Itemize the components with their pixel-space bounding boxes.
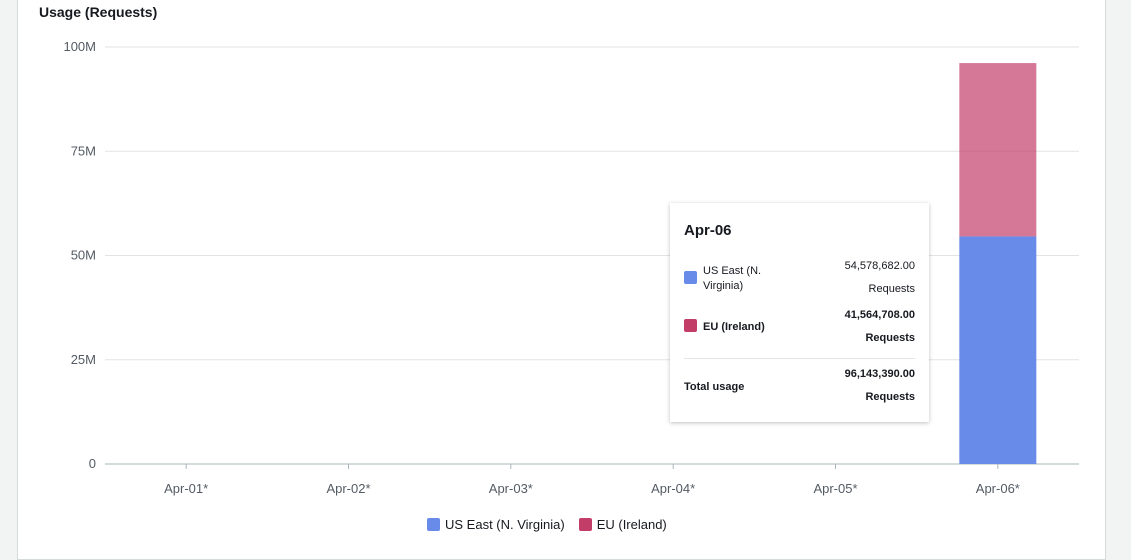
usage-chart: 0 25M 50M 75M 100M Apr-01* Apr-02* Apr-03* Apr-0… [63, 39, 1079, 496]
legend-item-us-east[interactable]: US East (N. Virginia) [427, 517, 565, 532]
y-tick-label: 50M [71, 248, 96, 263]
x-tick-label: Apr-04* [651, 481, 695, 496]
y-tick-label: 75M [71, 143, 96, 158]
tooltip-label: US East (N. Virginia) [703, 265, 762, 292]
legend-swatch [578, 518, 592, 531]
chart-legend: US East (N. Virginia) EU (Ireland) [427, 517, 667, 532]
eu-swatch [684, 319, 697, 332]
x-tick-label: Apr-05* [813, 481, 857, 496]
tooltip-label: EU (Ireland) [703, 321, 765, 333]
legend-label: EU (Ireland) [596, 517, 667, 532]
x-tick-label: Apr-01* [164, 481, 208, 496]
us-east-swatch [684, 271, 697, 284]
y-tick-label: 100M [63, 39, 96, 54]
tooltip-unit: Requests [868, 283, 915, 295]
tooltip-unit: Requests [865, 332, 915, 344]
chart-title: Usage (Requests) [39, 4, 158, 20]
y-tick-label: 0 [89, 456, 96, 471]
legend-item-eu[interactable]: EU (Ireland) [578, 517, 667, 532]
bar-segment [959, 63, 1037, 237]
chart-tooltip: Apr-06 US East (N. Virginia) 54,578,682.… [670, 203, 929, 422]
total-value: 96,143,390.00 [844, 368, 915, 380]
bar-segment [959, 236, 1037, 464]
total-unit: Requests [865, 391, 915, 403]
total-label: Total usage [684, 381, 745, 393]
tooltip-date: Apr-06 [684, 222, 732, 239]
x-tick-label: Apr-03* [489, 481, 533, 496]
tooltip-value: 54,578,682.00 [844, 260, 915, 272]
x-tick-label: Apr-02* [326, 481, 370, 496]
y-tick-label: 25M [71, 352, 96, 367]
tooltip-value: 41,564,708.00 [844, 309, 915, 321]
legend-swatch [427, 518, 440, 531]
legend-label: US East (N. Virginia) [445, 517, 565, 532]
x-tick-label: Apr-06* [976, 481, 1020, 496]
tooltip-divider [684, 358, 915, 359]
